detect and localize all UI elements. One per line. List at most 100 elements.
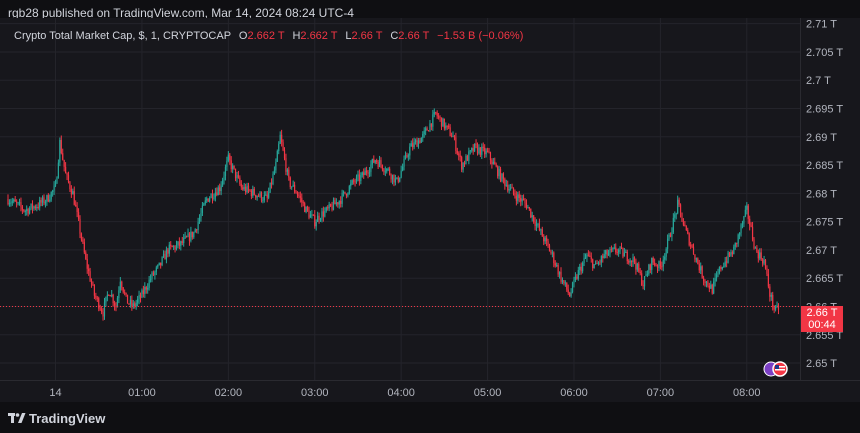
candle-body bbox=[718, 267, 721, 273]
candle-body bbox=[698, 263, 700, 271]
candle-body bbox=[599, 262, 601, 264]
candle-body bbox=[98, 298, 100, 309]
candle-body bbox=[452, 136, 454, 138]
chart-area[interactable] bbox=[0, 18, 800, 380]
candle-body bbox=[687, 230, 689, 234]
candle-body bbox=[37, 206, 39, 208]
candle-body bbox=[711, 284, 713, 294]
candle-body bbox=[224, 167, 227, 177]
candle-body bbox=[511, 187, 513, 189]
high-label: H bbox=[292, 30, 301, 42]
candle-body bbox=[206, 198, 208, 201]
candle-body bbox=[685, 226, 687, 231]
candle-body bbox=[180, 241, 182, 246]
y-tick-label: 2.685 T bbox=[806, 160, 843, 172]
candle-body bbox=[666, 238, 669, 249]
time-axis[interactable] bbox=[0, 380, 860, 403]
candle-body bbox=[430, 123, 433, 127]
candle-body bbox=[24, 211, 26, 213]
candle-body bbox=[419, 140, 421, 143]
candle-body bbox=[152, 272, 155, 276]
candle-body bbox=[499, 168, 502, 182]
candle-body bbox=[170, 244, 172, 246]
y-tick-label: 2.665 T bbox=[806, 273, 843, 285]
candle-body bbox=[47, 195, 49, 202]
symbol-name[interactable]: Crypto Total Market Cap, $, 1, CRYPTOCAP bbox=[14, 30, 231, 42]
candle-body bbox=[453, 136, 456, 138]
price-chart[interactable]: 2.71 T 2.705 T 2.7 T 2.695 T 2.69 T 2.685 T 2.… bbox=[0, 0, 860, 402]
candle-body bbox=[89, 271, 91, 282]
candle-body bbox=[646, 274, 649, 276]
high-value: 2.662 T bbox=[300, 30, 338, 42]
candle-body bbox=[115, 305, 117, 308]
candle-body bbox=[414, 140, 417, 142]
candle-body bbox=[126, 294, 129, 304]
candle-body bbox=[648, 264, 650, 275]
candle-body bbox=[541, 229, 543, 237]
candle-body bbox=[462, 162, 464, 170]
candle-body bbox=[196, 229, 198, 231]
candle-body bbox=[530, 208, 532, 218]
candle-body bbox=[175, 244, 178, 250]
candle-body bbox=[623, 252, 625, 257]
candle-body bbox=[90, 281, 93, 284]
candle-body bbox=[429, 123, 431, 131]
candle-body bbox=[49, 199, 51, 202]
tradingview-logo[interactable]: TradingView bbox=[8, 411, 105, 426]
candle-body bbox=[368, 171, 371, 174]
candle-body bbox=[63, 159, 65, 167]
candle-body bbox=[396, 177, 398, 179]
candle-body bbox=[743, 216, 745, 224]
candle-body bbox=[710, 284, 712, 289]
x-axis-ticks: 14 01:00 02:00 03:00 04:00 05:00 06:00 07:00 08:… bbox=[49, 387, 760, 399]
candle-body bbox=[664, 256, 666, 260]
candle-body bbox=[319, 219, 322, 221]
candle-body bbox=[69, 182, 71, 190]
candle-body bbox=[198, 217, 201, 222]
us-flag-icon[interactable] bbox=[763, 361, 789, 377]
chart-legend: Crypto Total Market Cap, $, 1, CRYPTOCAP… bbox=[14, 30, 523, 42]
candle-body bbox=[105, 296, 107, 303]
candle-body bbox=[145, 287, 147, 290]
candle-body bbox=[557, 265, 559, 275]
candle-body bbox=[400, 170, 402, 178]
candle-body bbox=[265, 194, 267, 196]
candle-body bbox=[727, 252, 729, 263]
candle-body bbox=[128, 303, 130, 305]
candle-body bbox=[11, 201, 13, 203]
candle-body bbox=[227, 154, 229, 161]
candle-body bbox=[337, 202, 339, 205]
candle-body bbox=[210, 193, 212, 198]
candle-body bbox=[139, 295, 142, 298]
y-tick-label: 2.69 T bbox=[806, 132, 837, 144]
candle-body bbox=[560, 271, 562, 282]
candle-body bbox=[494, 161, 496, 165]
candle-body bbox=[157, 264, 159, 268]
candle-body bbox=[610, 249, 613, 251]
candle-body bbox=[546, 237, 548, 242]
candle-body bbox=[178, 241, 180, 246]
candle-body bbox=[517, 194, 519, 201]
candle-body bbox=[226, 160, 228, 168]
candle-body bbox=[746, 205, 748, 210]
candle-body bbox=[357, 174, 359, 177]
candle-body bbox=[744, 209, 746, 217]
candle-body bbox=[534, 221, 536, 227]
candle-body bbox=[550, 251, 552, 253]
candle-body bbox=[376, 160, 378, 162]
candle-body bbox=[367, 172, 369, 174]
candle-body bbox=[154, 271, 156, 276]
candle-body bbox=[164, 253, 166, 260]
candle-body bbox=[759, 252, 761, 259]
candle-body bbox=[10, 202, 12, 204]
candle-body bbox=[570, 292, 572, 297]
y-tick-label: 2.68 T bbox=[806, 188, 837, 200]
candle-body bbox=[569, 292, 571, 297]
candle-body bbox=[504, 178, 506, 186]
candle-body bbox=[347, 193, 349, 196]
candle-body bbox=[255, 194, 257, 198]
candle-body bbox=[738, 232, 741, 235]
candle-body bbox=[360, 175, 362, 181]
candle-body bbox=[355, 176, 358, 183]
candle-body bbox=[440, 117, 443, 127]
